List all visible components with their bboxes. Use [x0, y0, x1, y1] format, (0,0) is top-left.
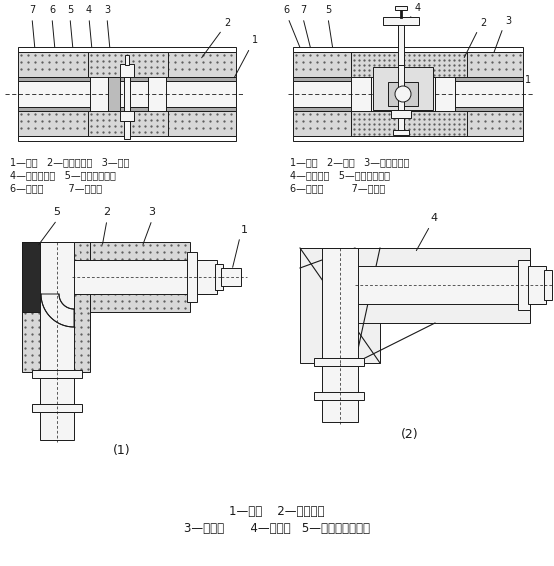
Text: 6—缠裹层        7—保护层: 6—缠裹层 7—保护层 [10, 183, 102, 193]
Bar [528, 266, 546, 304]
Text: 5: 5 [325, 5, 331, 15]
Text: 4—法兰保温层   5—散状保温材料: 4—法兰保温层 5—散状保温材料 [10, 170, 116, 180]
Bar [393, 130, 409, 135]
Bar [371, 65, 435, 112]
Text: 5: 5 [67, 5, 73, 15]
Text: 1: 1 [525, 75, 531, 85]
Bar [300, 248, 380, 363]
Bar [120, 64, 134, 77]
Text: 6—缠裹层         7—保护层: 6—缠裹层 7—保护层 [290, 183, 385, 193]
Text: 2: 2 [480, 18, 486, 28]
Bar [32, 404, 82, 412]
Bar [70, 242, 190, 312]
Bar [293, 47, 523, 52]
Text: 5: 5 [54, 207, 60, 217]
Text: 1: 1 [252, 35, 258, 45]
Text: 2: 2 [224, 18, 230, 28]
Text: 4: 4 [430, 213, 438, 223]
Bar [90, 65, 108, 122]
Bar [544, 270, 552, 300]
Bar [314, 358, 364, 366]
Bar [125, 55, 129, 65]
Polygon shape [41, 294, 74, 327]
Bar [383, 17, 419, 25]
Bar [293, 77, 523, 81]
Bar [40, 242, 74, 372]
Bar [215, 264, 223, 290]
Bar [18, 52, 236, 77]
Text: 6: 6 [49, 5, 55, 15]
Bar [22, 242, 90, 310]
Bar [314, 392, 364, 400]
Bar [293, 107, 523, 111]
Bar [388, 82, 418, 106]
Bar [18, 111, 236, 136]
Bar [72, 260, 207, 294]
Bar [108, 77, 120, 111]
Text: 2: 2 [104, 207, 111, 217]
Bar [88, 52, 168, 77]
Bar [221, 268, 241, 286]
Text: 4: 4 [86, 5, 92, 15]
Bar [88, 111, 168, 136]
Text: 3—缠裹层       4—鐵皮壳   5—填充保温材料！: 3—缠裹层 4—鐵皮壳 5—填充保温材料！ [184, 522, 370, 535]
Bar [18, 47, 236, 52]
Text: 1: 1 [240, 225, 248, 235]
Bar [351, 111, 467, 136]
Bar [197, 260, 217, 294]
Bar [22, 242, 90, 372]
Bar [32, 252, 80, 300]
Bar [124, 121, 130, 139]
Bar [293, 136, 523, 141]
Bar [518, 260, 530, 310]
Bar [18, 77, 236, 81]
Bar [435, 60, 455, 117]
Bar [18, 81, 236, 107]
Bar [124, 77, 130, 111]
Bar [355, 266, 530, 304]
Bar [398, 65, 404, 120]
Bar [40, 378, 74, 406]
Bar [322, 366, 358, 394]
Text: 1—管道   2—阀门   3—管道保温层: 1—管道 2—阀门 3—管道保温层 [290, 157, 409, 167]
Bar [18, 136, 236, 141]
Bar [293, 111, 523, 136]
Text: 1—管道   2—管道保温层   3—法兰: 1—管道 2—管道保温层 3—法兰 [10, 157, 130, 167]
Text: 3: 3 [104, 5, 110, 15]
Bar [453, 81, 523, 107]
Bar [293, 52, 523, 77]
Bar [322, 248, 358, 363]
Bar [40, 412, 74, 440]
Bar [148, 65, 166, 122]
Text: 3: 3 [505, 16, 511, 26]
Bar [187, 252, 197, 302]
Bar [355, 248, 530, 323]
Bar [120, 111, 134, 121]
Bar [322, 400, 358, 422]
Bar [18, 107, 236, 111]
Bar [395, 6, 407, 10]
Circle shape [395, 86, 411, 102]
Bar [391, 110, 411, 118]
Bar [351, 60, 371, 117]
Bar [293, 81, 353, 107]
Text: (1): (1) [113, 444, 131, 457]
Text: 7: 7 [300, 5, 306, 15]
Text: 7: 7 [29, 5, 35, 15]
Text: 4—绱扎钐带   5—填充保温材料: 4—绱扎钐带 5—填充保温材料 [290, 170, 390, 180]
Text: 3: 3 [148, 207, 156, 217]
Bar [373, 67, 433, 110]
Bar [351, 52, 467, 77]
Text: 6: 6 [283, 5, 289, 15]
Bar [398, 118, 404, 133]
Bar [22, 242, 52, 312]
Text: 1—管道    2—保温材料: 1—管道 2—保温材料 [229, 505, 325, 518]
Text: (2): (2) [401, 428, 419, 441]
Text: 4: 4 [415, 3, 421, 13]
Bar [398, 25, 404, 65]
Bar [32, 370, 82, 378]
